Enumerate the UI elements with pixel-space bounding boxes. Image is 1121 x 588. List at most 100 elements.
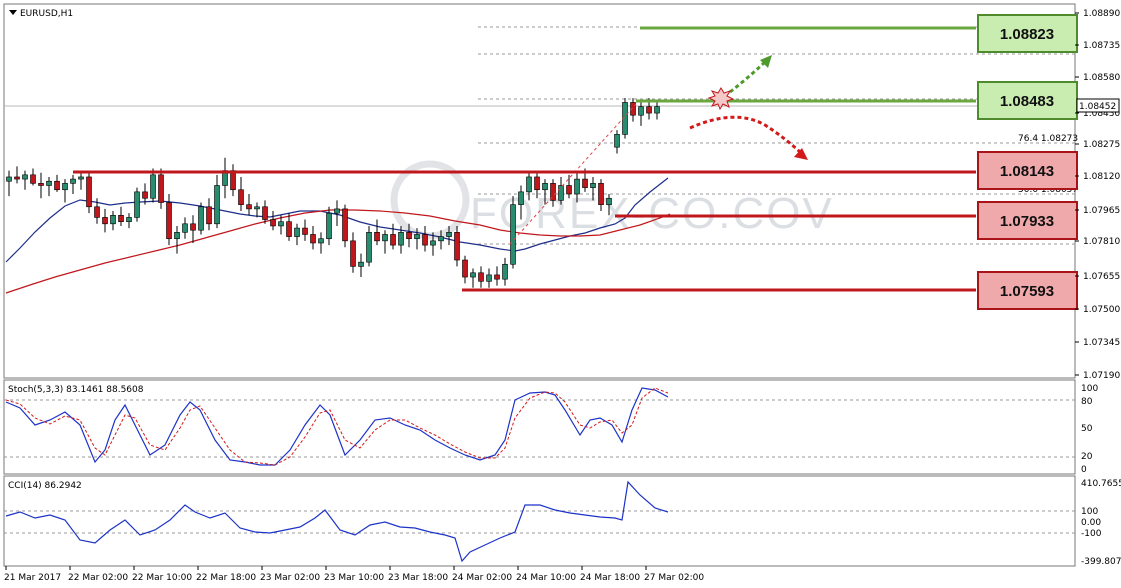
bullish-arrow-icon <box>729 60 767 94</box>
candle-body <box>206 206 212 225</box>
ma-slow-line <box>5 209 671 294</box>
candle-body <box>446 232 452 237</box>
candle-body <box>566 185 572 195</box>
price-tick-label: 1.08890 <box>1083 9 1120 19</box>
watermark-text: FOREX-CO.COV <box>470 189 834 238</box>
stoch-tick-label: 20 <box>1081 452 1093 462</box>
candle-body <box>606 197 612 205</box>
candle-body <box>510 204 516 265</box>
candle-body <box>214 185 220 225</box>
candle-body <box>558 185 564 201</box>
stoch-axis: 100 80 50 20 0 <box>1081 384 1098 475</box>
candle-body <box>358 261 364 267</box>
cci-tick-label: 410.7655 <box>1081 479 1121 489</box>
cci-title: CCI(14) 86.2942 <box>8 481 82 491</box>
cci-pane[interactable] <box>3 475 1076 567</box>
candle-body <box>390 234 396 246</box>
level-badge-3-text: 1.08143 <box>1000 163 1054 180</box>
candle-body <box>22 174 28 180</box>
candle-body <box>110 214 116 225</box>
price-tick-label: 1.07345 <box>1083 338 1120 348</box>
stoch-title: Stoch(5,3,3) 83.1461 88.5608 <box>8 385 144 395</box>
candle-body <box>14 176 20 180</box>
level-badge-4[interactable]: 1.07933 <box>977 201 1078 240</box>
candle-body <box>158 174 164 203</box>
candle-body <box>646 106 652 114</box>
candle-body <box>86 176 92 208</box>
candle-body <box>30 174 36 184</box>
candle-body <box>238 189 244 205</box>
candle-body <box>134 191 140 218</box>
price-tick-label: 1.08120 <box>1083 172 1120 182</box>
time-tick-label: 24 Mar 02:00 <box>452 573 512 583</box>
candle-body <box>318 238 324 244</box>
cci-tick-label: 0.00 <box>1081 518 1101 528</box>
candle-body <box>574 178 580 195</box>
candle-body <box>454 232 460 261</box>
level-badge-3[interactable]: 1.08143 <box>977 151 1078 190</box>
price-tick-label: 1.08735 <box>1083 41 1120 51</box>
stoch-tick-label: 80 <box>1081 397 1093 407</box>
price-tick-label: 1.07655 <box>1083 272 1120 282</box>
bearish-arrow-icon <box>689 115 802 154</box>
price-tick-label: 1.07965 <box>1083 206 1120 216</box>
candle-body <box>534 176 540 191</box>
candle-body <box>150 174 156 199</box>
time-tick-label: 27 Mar 02:00 <box>644 573 704 583</box>
candle-body <box>502 263 508 280</box>
level-badge-5-text: 1.07593 <box>1000 283 1054 300</box>
candle-body <box>278 221 284 227</box>
candle-body <box>550 183 556 201</box>
candle-body <box>430 240 436 246</box>
main-chart-pane[interactable] <box>3 3 1076 379</box>
candle-body <box>366 232 372 263</box>
price-axis: 1.08890 1.08735 1.08580 1.08430 1.08275 1.081… <box>1075 9 1120 381</box>
cci-line <box>5 480 669 563</box>
candle-body <box>614 134 620 148</box>
candle-body <box>374 232 380 242</box>
candle-body <box>246 204 252 210</box>
price-tick-label: 1.08430 <box>1083 109 1120 119</box>
level-badge-1[interactable]: 1.08823 <box>977 14 1078 53</box>
candle-body <box>342 208 348 242</box>
candle-body <box>286 221 292 237</box>
candle-body <box>78 176 84 180</box>
time-tick-label: 24 Mar 18:00 <box>580 573 640 583</box>
ma-fast-line <box>5 177 669 263</box>
time-tick-label: 21 Mar 2017 <box>4 573 61 583</box>
candle-body <box>326 212 332 240</box>
candle-body <box>654 106 660 114</box>
time-tick-label: 22 Mar 10:00 <box>132 573 192 583</box>
time-tick-label: 23 Mar 10:00 <box>324 573 384 583</box>
stoch-main-line <box>5 387 669 466</box>
symbol-dropdown-icon[interactable] <box>9 10 17 15</box>
candle-body <box>638 106 644 116</box>
candle-body <box>38 183 44 186</box>
level-badge-2[interactable]: 1.08483 <box>977 81 1078 120</box>
candle-body <box>174 232 180 240</box>
time-tick-label: 23 Mar 02:00 <box>260 573 320 583</box>
stoch-pane[interactable] <box>3 379 1076 475</box>
candlestick-series <box>6 98 660 288</box>
symbol-label[interactable]: EURUSD,H1 <box>20 9 73 19</box>
candle-body <box>414 234 420 240</box>
candle-body <box>182 223 188 233</box>
candle-body <box>126 217 132 222</box>
bullish-arrowhead-icon <box>760 55 772 68</box>
current-price-box <box>1076 98 1120 113</box>
candle-body <box>142 191 148 199</box>
candle-body <box>398 232 404 246</box>
breakout-burst-icon <box>707 87 735 111</box>
candle-body <box>262 206 268 220</box>
candle-body <box>46 180 52 186</box>
candle-body <box>54 180 60 191</box>
candle-body <box>478 272 484 282</box>
candle-body <box>582 178 588 188</box>
level-badge-5[interactable]: 1.07593 <box>977 271 1078 310</box>
fib-trend-line <box>509 103 637 245</box>
candle-body <box>406 232 412 240</box>
candle-body <box>422 234 428 246</box>
